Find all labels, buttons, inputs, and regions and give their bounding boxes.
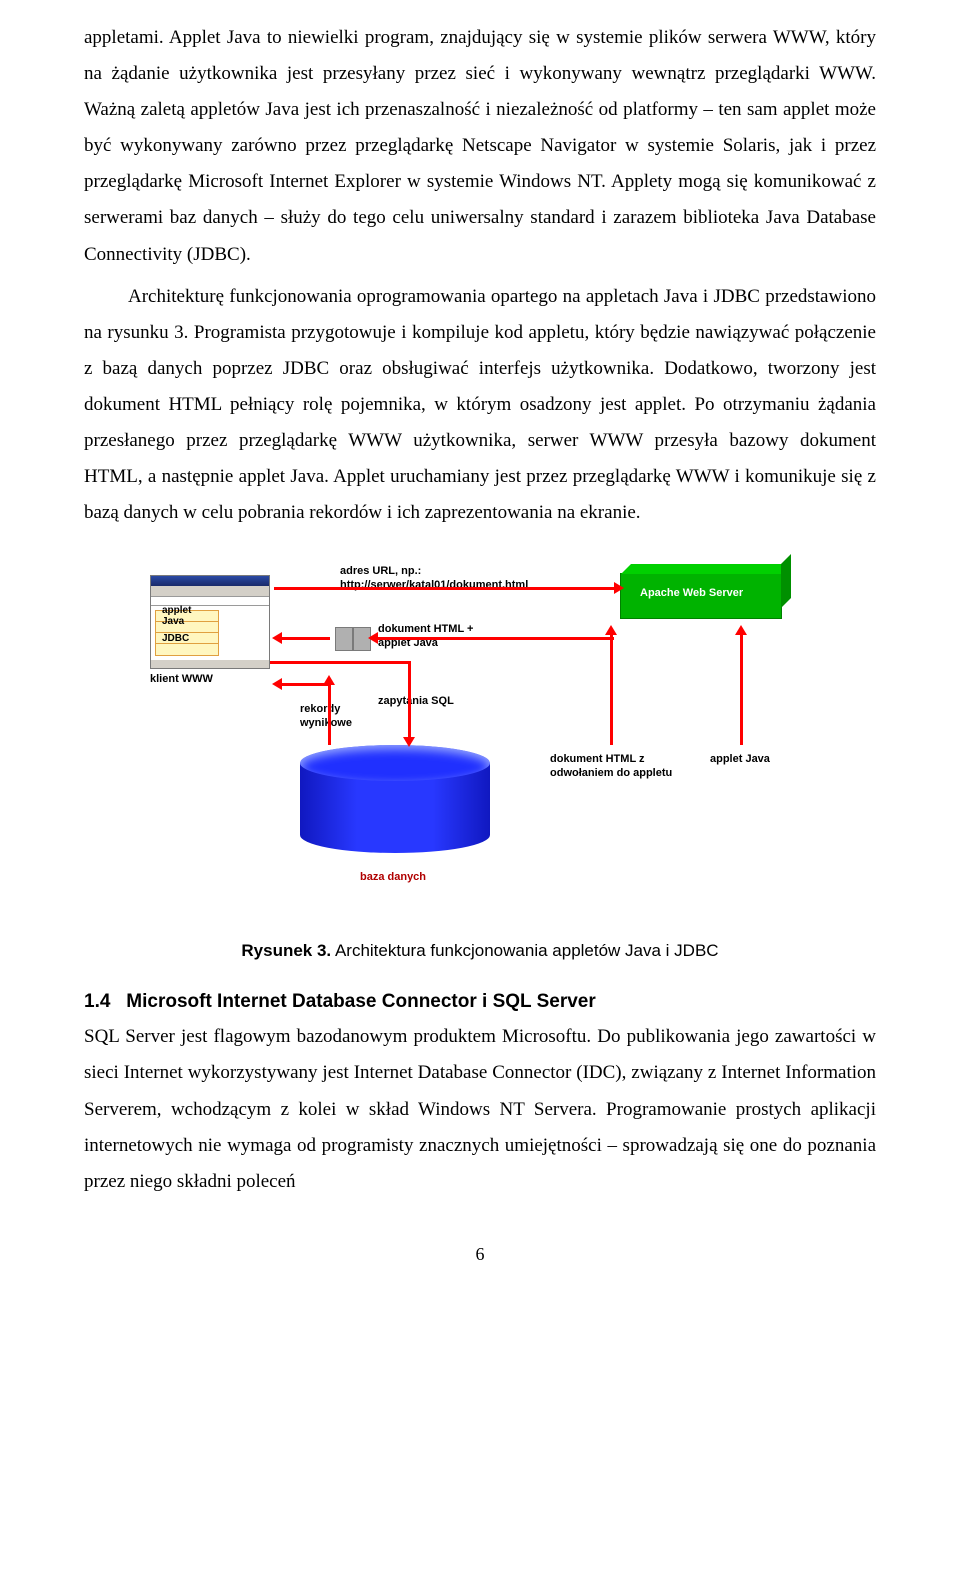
- arrow-rekordy-vertical: [328, 685, 331, 745]
- document-page: appletami. Applet Java to niewielki prog…: [0, 0, 960, 1305]
- applet-label: applet Java: [162, 605, 191, 627]
- arrow-document-response: [282, 637, 330, 640]
- zapytania-sql-label: zapytania SQL: [378, 695, 454, 707]
- jdbc-label: JDBC: [162, 633, 189, 644]
- applet-label-line1: applet: [162, 605, 191, 616]
- rekordy-label: rekordy wynikowe: [300, 703, 352, 729]
- section-heading-1-4: 1.4 Microsoft Internet Database Connecto…: [84, 991, 876, 1013]
- klient-www-label: klient WWW: [150, 673, 213, 685]
- figure-3: applet Java JDBC klient WWW adres URL, n…: [150, 565, 810, 925]
- page-number: 6: [84, 1244, 876, 1265]
- document-html-label-line1: dokument HTML +: [378, 623, 473, 635]
- applet-label-line2: Java: [162, 616, 184, 627]
- arrow-document-response-2: [378, 637, 614, 640]
- url-label-line1: adres URL, np.:: [340, 565, 421, 577]
- paragraph-1: appletami. Applet Java to niewielki prog…: [84, 20, 876, 273]
- applet-java-label: applet Java: [710, 753, 770, 765]
- arrow-zapytania-horizontal: [270, 661, 410, 664]
- figure-caption: Rysunek 3. Architektura funkcjonowania a…: [84, 941, 876, 961]
- database-label: baza danych: [360, 871, 426, 883]
- dokument-odwolanie-line1: dokument HTML z: [550, 753, 645, 765]
- arrow-dokument-odwolanie: [610, 635, 613, 745]
- paragraph-3: SQL Server jest flagowym bazodanowym pro…: [84, 1019, 876, 1199]
- dokument-odwolanie-label: dokument HTML z odwołaniem do appletu: [550, 753, 672, 779]
- apache-server-label: Apache Web Server: [640, 587, 743, 599]
- database-cylinder-icon: [300, 745, 490, 865]
- arrow-applet-java: [740, 635, 743, 745]
- apache-server-box: Apache Web Server: [620, 573, 798, 629]
- figure-caption-text: Architektura funkcjonowania appletów Jav…: [331, 941, 718, 960]
- document-pages-icon: [335, 627, 371, 655]
- arrow-zapytania-vertical: [408, 661, 411, 737]
- section-number: 1.4: [84, 991, 110, 1012]
- paragraph-2: Architekturę funkcjonowania oprogramowan…: [84, 279, 876, 532]
- rekordy-line1: rekordy: [300, 703, 340, 715]
- arrow-url-request: [274, 587, 614, 590]
- dokument-odwolanie-line2: odwołaniem do appletu: [550, 767, 672, 779]
- figure-caption-number: Rysunek 3.: [241, 941, 331, 960]
- section-title: Microsoft Internet Database Connector i …: [126, 991, 596, 1012]
- rekordy-line2: wynikowe: [300, 717, 352, 729]
- arrow-rekordy-horizontal: [282, 683, 328, 686]
